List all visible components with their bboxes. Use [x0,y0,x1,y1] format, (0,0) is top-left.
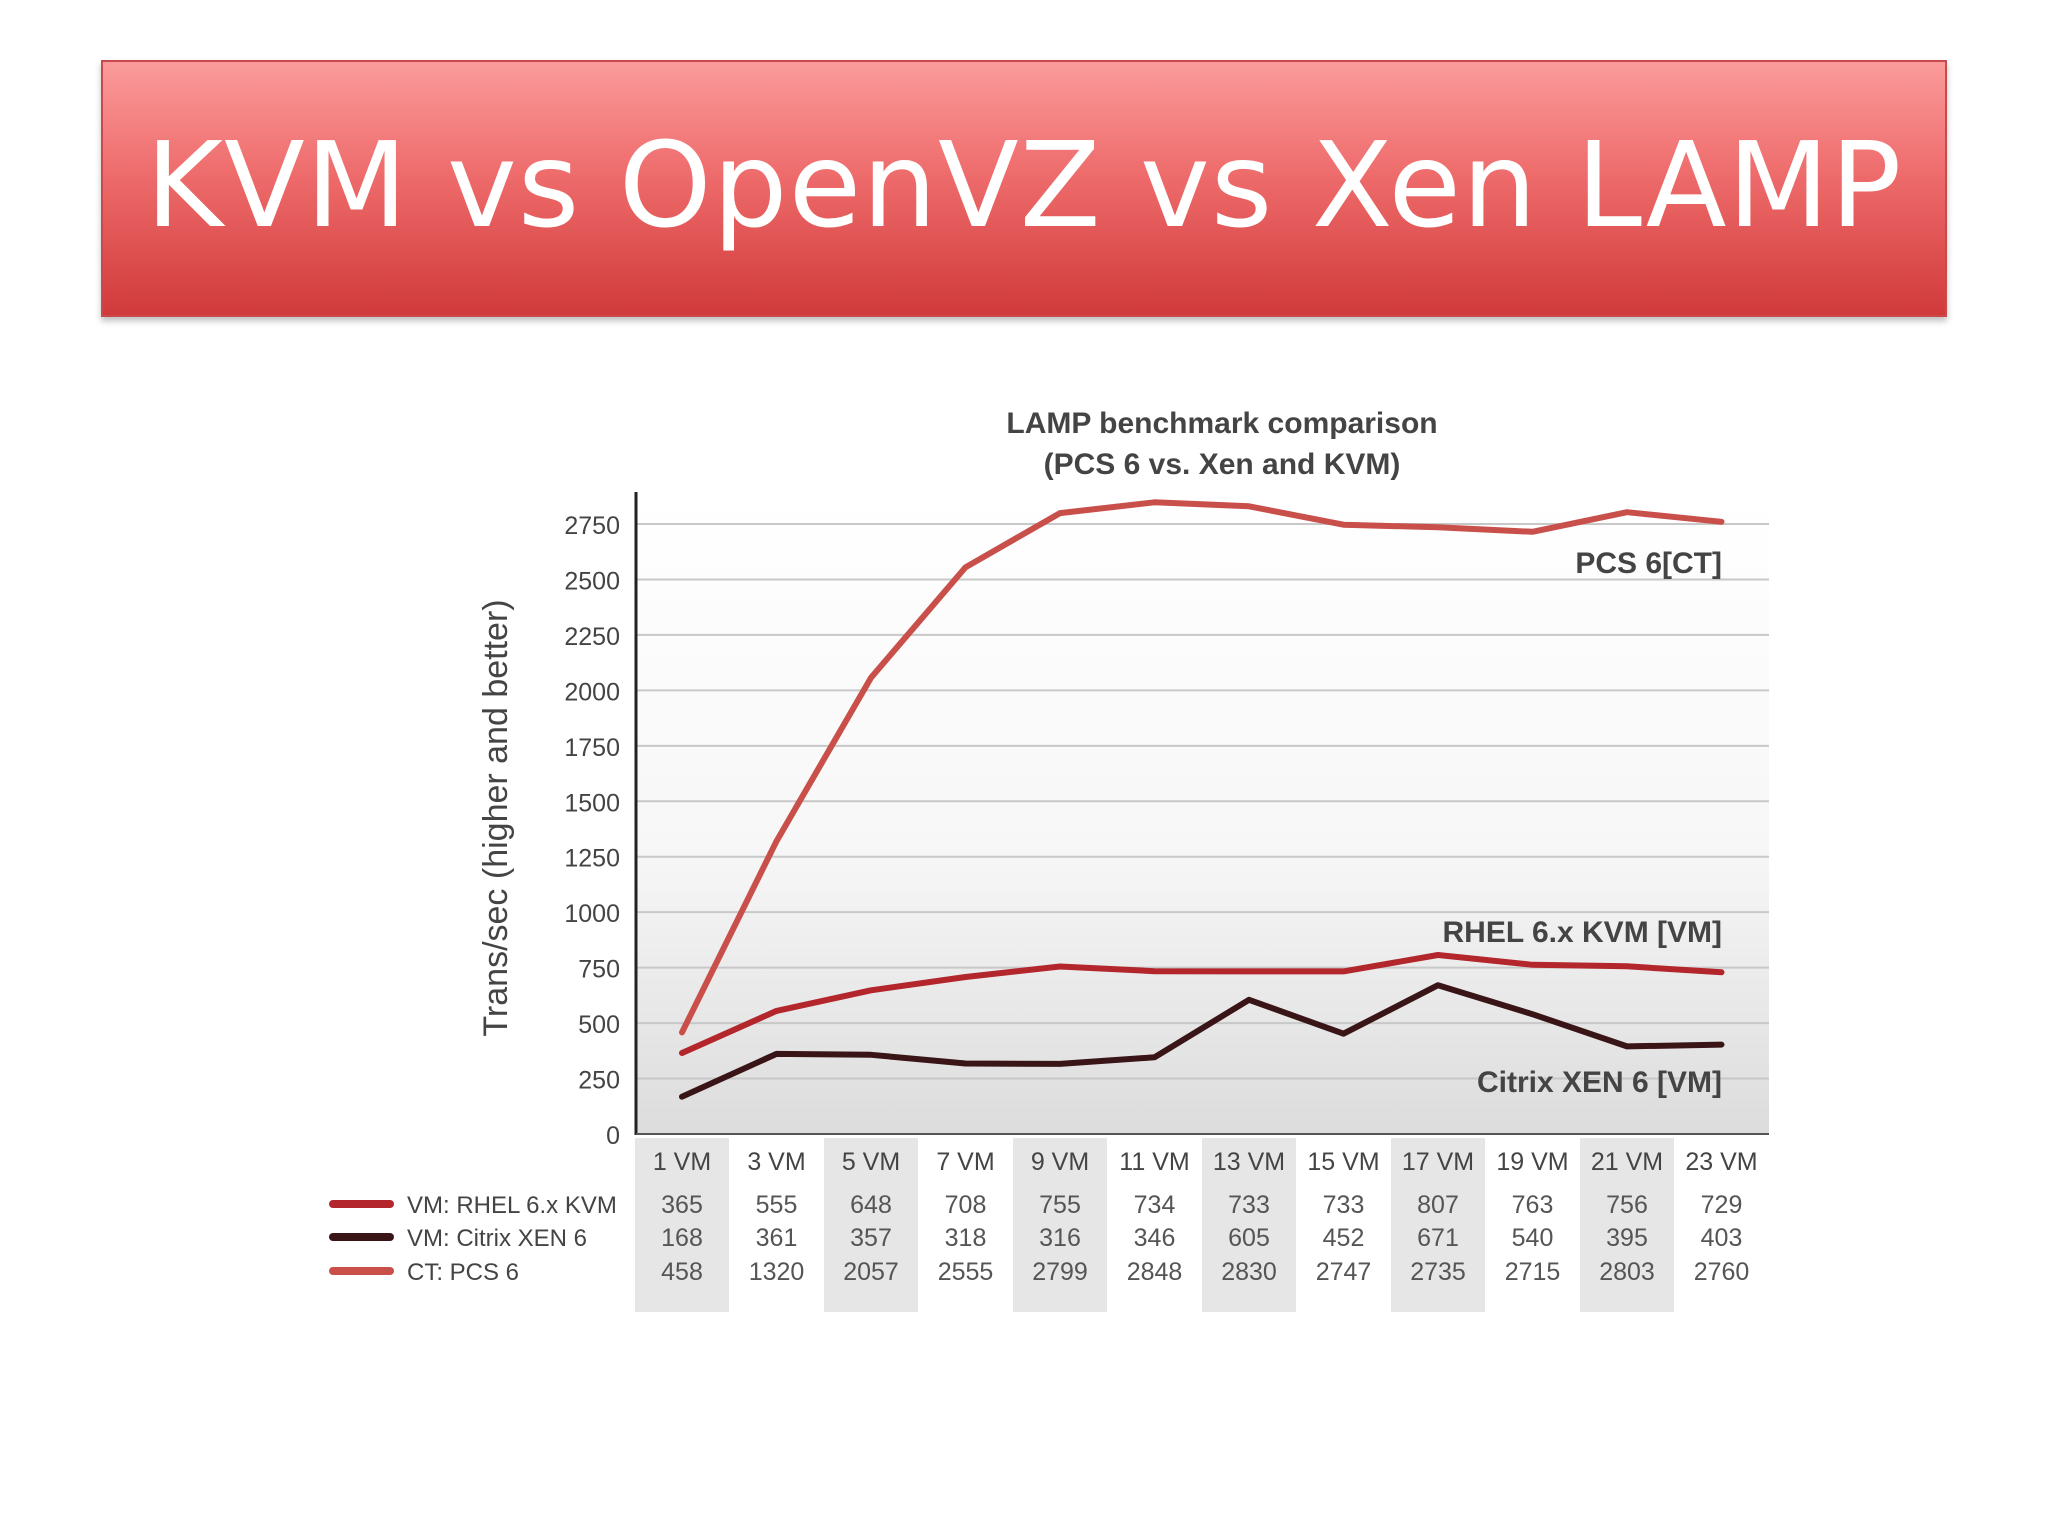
table-value: 395 [1606,1224,1648,1252]
table-value: 365 [661,1191,703,1219]
y-tick-label: 1750 [564,734,620,762]
legend-label: CT: PCS 6 [407,1259,519,1286]
data-table-values: 365 555 648 708 755 734 733 733 807 763 756 729 168 3… [661,1191,1749,1286]
table-column-band [824,1138,918,1312]
category-labels: 1 VM 3 VM 5 VM 7 VM 9 VM 11 VM 13 VM 15 VM 17 VM… [653,1148,1758,1176]
table-value: 316 [1039,1224,1081,1252]
series-line [679,952,1725,1056]
legend-table: VM: RHEL 6.x KVM VM: Citrix XEN 6 CT: PCS … [329,1192,617,1286]
table-value: 763 [1512,1191,1554,1219]
table-column-band [1202,1138,1296,1312]
series-line [679,982,1725,1100]
series-label: Citrix XEN 6 [VM] [1477,1066,1722,1099]
title-banner: KVM vs OpenVZ vs Xen LAMP [101,60,1947,317]
table-value: 2848 [1127,1258,1183,1286]
table-value: 2830 [1221,1258,1277,1286]
table-value: 2799 [1032,1258,1088,1286]
category-label: 17 VM [1402,1148,1474,1176]
table-value: 756 [1606,1191,1648,1219]
y-tick-label: 2000 [564,678,620,706]
table-value: 403 [1701,1224,1743,1252]
table-value: 318 [945,1224,987,1252]
table-value: 168 [661,1224,703,1252]
table-value: 540 [1512,1224,1554,1252]
table-value: 357 [850,1224,892,1252]
table-column-band [1391,1138,1485,1312]
table-value: 605 [1228,1224,1270,1252]
y-tick-labels: 0 250 500 750 1000 1250 1500 1750 2000 2250 2500 27… [564,512,620,1150]
table-value: 2735 [1410,1258,1466,1286]
y-tick-label: 2500 [564,567,620,595]
series-label: PCS 6[CT] [1575,547,1722,580]
y-tick-label: 500 [578,1011,620,1039]
slide-title: KVM vs OpenVZ vs Xen LAMP [145,115,1903,254]
table-value: 346 [1134,1224,1176,1252]
category-label: 21 VM [1591,1148,1663,1176]
table-value: 2760 [1694,1258,1750,1286]
table-value: 734 [1134,1191,1176,1219]
table-value: 708 [945,1191,987,1219]
category-label: 1 VM [653,1148,711,1176]
legend-label: VM: Citrix XEN 6 [407,1225,587,1252]
y-tick-label: 1250 [564,845,620,873]
table-value: 361 [756,1224,798,1252]
table-value: 555 [756,1191,798,1219]
table-value: 671 [1417,1224,1459,1252]
table-value: 458 [661,1258,703,1286]
y-tick-label: 2750 [564,512,620,540]
table-value: 729 [1701,1191,1743,1219]
category-label: 7 VM [936,1148,994,1176]
table-value: 733 [1323,1191,1365,1219]
chart-subtitle: (PCS 6 vs. Xen and KVM) [1044,448,1401,481]
table-value: 1320 [749,1258,805,1286]
table-column-band [635,1138,729,1312]
category-label: 13 VM [1213,1148,1285,1176]
table-value: 452 [1323,1224,1365,1252]
category-label: 3 VM [747,1148,805,1176]
table-value: 2803 [1599,1258,1655,1286]
series-label: RHEL 6.x KVM [VM] [1443,916,1722,949]
series-line [679,499,1725,1036]
gridlines [636,523,1769,1080]
table-value: 2057 [843,1258,899,1286]
y-tick-label: 750 [578,956,620,984]
y-tick-label: 250 [578,1067,620,1095]
table-column-bands [635,1138,1674,1312]
series-labels: RHEL 6.x KVM [VM] Citrix XEN 6 [VM] PCS 6[… [1443,547,1722,1099]
y-axis-title: Trans/sec (higher and better) [477,599,515,1036]
table-column-band [1013,1138,1107,1312]
table-value: 2555 [938,1258,994,1286]
y-tick-label: 1000 [564,900,620,928]
category-label: 11 VM [1119,1148,1189,1176]
category-label: 23 VM [1685,1148,1757,1176]
table-value: 755 [1039,1191,1081,1219]
chart-title: LAMP benchmark comparison [1006,407,1437,440]
y-tick-label: 0 [606,1122,620,1150]
table-value: 648 [850,1191,892,1219]
category-label: 5 VM [842,1148,900,1176]
category-label: 9 VM [1031,1148,1089,1176]
category-label: 15 VM [1307,1148,1379,1176]
table-value: 733 [1228,1191,1270,1219]
table-column-band [1580,1138,1674,1312]
category-label: 19 VM [1496,1148,1568,1176]
table-value: 2715 [1505,1258,1561,1286]
y-tick-label: 1500 [564,789,620,817]
legend-label: VM: RHEL 6.x KVM [407,1192,617,1219]
table-value: 2747 [1316,1258,1372,1286]
table-value: 807 [1417,1191,1459,1219]
y-tick-label: 2250 [564,623,620,651]
series-lines [679,499,1725,1100]
